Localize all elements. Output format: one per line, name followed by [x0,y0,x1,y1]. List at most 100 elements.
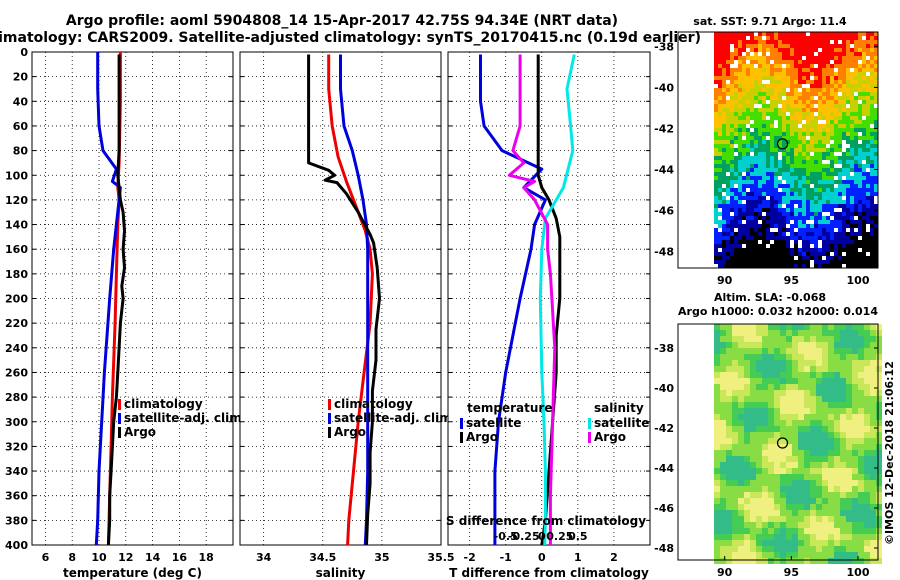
sst-cell [826,220,830,224]
sst-cell [754,76,758,80]
sla-cell [786,384,792,390]
sst-cell [766,224,770,228]
sla-cell [720,516,726,522]
sst-cell [818,112,822,116]
sst-cell [786,40,790,44]
sst-cell [738,116,742,120]
sla-cell [858,534,864,540]
sst-cell [754,40,758,44]
sla-cell [810,510,816,516]
sla-cell [870,522,876,528]
sla-cell [834,414,840,420]
sst-cell [838,72,842,76]
sst-cell [818,88,822,92]
sst-cell [822,44,826,48]
sst-cell [806,152,810,156]
sla-cell [774,324,780,330]
sst-cell [758,208,762,212]
sla-cell [720,408,726,414]
sst-cell [862,52,866,56]
sst-cell [750,220,754,224]
sst-cell [866,116,870,120]
sst-cell [758,152,762,156]
sst-cell [734,148,738,152]
sst-cell [742,248,746,252]
sst-cell [798,56,802,60]
sla-cell [744,438,750,444]
sst-cell [714,84,718,88]
sla-cell [834,366,840,372]
sla-cell [864,408,870,414]
sst-cell [834,120,838,124]
sla-cell [714,402,720,408]
sst-cell [794,240,798,244]
sst-cell [750,72,754,76]
sst-cell [778,252,782,256]
sla-cell [768,540,774,546]
sst-cell [782,124,786,128]
sst-cell [730,92,734,96]
sst-cell [750,232,754,236]
sst-cell [714,76,718,80]
sla-cell [876,486,882,492]
sst-cell [822,184,826,188]
sla-cell [726,522,732,528]
sst-cell [738,188,742,192]
sst-cell [806,200,810,204]
sst-cell [874,136,878,140]
sst-cell [722,160,726,164]
sst-cell [870,260,874,264]
sst-cell [770,80,774,84]
sla-cell [714,390,720,396]
sst-cell [802,212,806,216]
sla-cell [774,474,780,480]
sla-cell [786,378,792,384]
sst-cell [794,44,798,48]
sla-cell [834,420,840,426]
sst-cell [754,188,758,192]
sst-cell [810,124,814,128]
sst-cell [722,128,726,132]
sst-cell [846,60,850,64]
sst-cell [842,204,846,208]
sst-cell [794,172,798,176]
sla-cell [828,528,834,534]
sst-cell [838,188,842,192]
sst-cell [738,80,742,84]
sla-cell [786,492,792,498]
sst-cell [838,44,842,48]
sst-cell [790,64,794,68]
sst-cell [818,264,822,268]
sst-cell [730,200,734,204]
sst-cell [838,212,842,216]
sla-cell [768,474,774,480]
sst-cell [802,236,806,240]
sla-cell [726,456,732,462]
sst-cell [726,48,730,52]
sla-cell [834,444,840,450]
sla-cell [852,492,858,498]
sst-cell [758,84,762,88]
sla-cell [822,426,828,432]
sst-cell [790,72,794,76]
sla-cell [864,348,870,354]
sst-cell [834,48,838,52]
sst-cell [862,76,866,80]
sst-cell [826,256,830,260]
sla-cell [858,510,864,516]
sst-cell [766,220,770,224]
salinity-panel: 34 34.5 35 35.5salinityclimatologysatellite… [239,51,456,580]
depth-tick-label: 240 [5,342,28,355]
sst-cell [762,112,766,116]
sst-cell [874,180,878,184]
sla-cell [726,342,732,348]
sla-cell [738,378,744,384]
sst-cell [786,208,790,212]
sst-cell [870,48,874,52]
sst-cell [726,56,730,60]
sst-cell [850,128,854,132]
sla-cell [828,438,834,444]
sla-cell [840,480,846,486]
sst-cell [786,72,790,76]
sst-cell [738,264,742,268]
